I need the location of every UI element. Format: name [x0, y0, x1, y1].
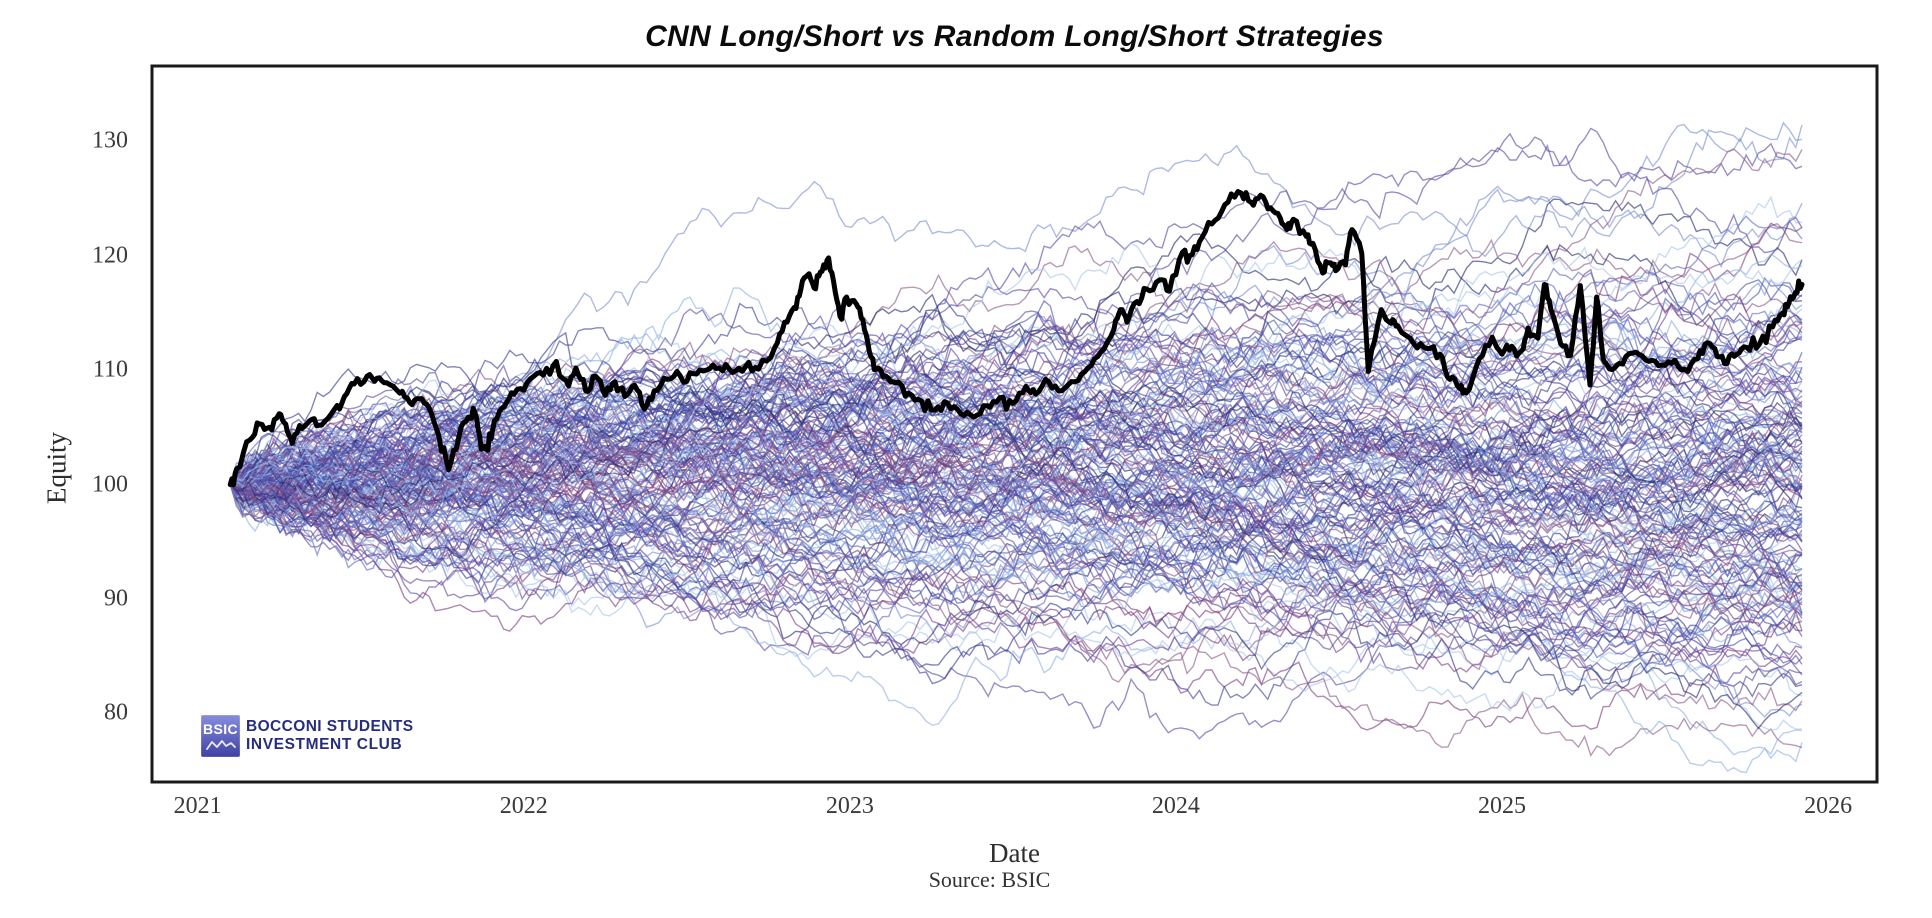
- random-strategy-line: [229, 132, 1803, 501]
- random-strategy-line: [229, 308, 1803, 487]
- random-strategy-line: [229, 479, 1803, 701]
- random-strategy-line: [230, 326, 1803, 553]
- x-tick-label: 2021: [173, 793, 222, 819]
- random-strategy-line: [229, 431, 1803, 628]
- random-strategy-line: [229, 405, 1803, 524]
- random-strategy-line: [229, 484, 1803, 671]
- random-strategy-line: [229, 433, 1803, 643]
- random-strategy-line: [229, 484, 1803, 731]
- random-strategy-line: [230, 432, 1803, 548]
- chart-title: CNN Long/Short vs Random Long/Short Stra…: [645, 20, 1384, 53]
- random-strategy-line: [229, 405, 1803, 545]
- random-strategy-line: [229, 407, 1803, 539]
- bsic-logo-line2: INVESTMENT CLUB: [246, 736, 403, 753]
- random-strategy-line: [229, 477, 1803, 718]
- bsic-logo-badge-text: BSIC: [202, 720, 239, 737]
- random-strategy-line: [229, 426, 1803, 533]
- y-tick-label: 110: [92, 356, 128, 383]
- bsic-logo-badge: BSIC: [201, 715, 240, 757]
- y-tick-label: 120: [92, 242, 128, 269]
- random-strategy-line: [229, 439, 1803, 587]
- random-strategy-line: [229, 377, 1803, 622]
- random-strategy-line: [229, 372, 1803, 503]
- random-strategy-line: [229, 315, 1803, 485]
- random-strategy-line: [229, 417, 1803, 546]
- y-tick-label: 130: [92, 127, 128, 154]
- random-strategy-line: [229, 376, 1803, 514]
- random-strategy-line: [229, 469, 1803, 712]
- y-axis-title: Equity: [41, 432, 72, 504]
- x-tick-label: 2025: [1478, 793, 1526, 819]
- y-tick-label: 100: [92, 471, 128, 498]
- bsic-logo: BSIC BOCCONI STUDENTS INVESTMENT CLUB: [201, 715, 413, 757]
- random-strategy-line: [229, 198, 1803, 502]
- x-tick-label: 2026: [1804, 793, 1853, 819]
- random-strategy-line: [229, 293, 1803, 509]
- bsic-logo-zigzag-icon: [205, 739, 236, 750]
- random-strategy-line: [229, 372, 1803, 730]
- source-note: Source: BSIC: [928, 867, 1051, 892]
- x-axis-title: Date: [989, 838, 1040, 868]
- random-strategy-lines: [229, 121, 1803, 774]
- bsic-logo-text: BOCCONI STUDENTS INVESTMENT CLUB: [246, 718, 413, 754]
- random-strategy-line: [229, 309, 1803, 533]
- y-tick-label: 90: [104, 585, 128, 612]
- x-tick-label: 2024: [1151, 793, 1200, 819]
- x-tick-label: 2023: [825, 793, 874, 819]
- random-strategy-line: [230, 479, 1803, 682]
- random-strategy-line: [229, 289, 1803, 498]
- cnn-strategy-line: [227, 189, 1805, 488]
- random-strategy-line: [229, 472, 1803, 639]
- plot-border: [150, 64, 1879, 784]
- x-tick-label: 2022: [499, 793, 548, 819]
- random-strategy-line: [229, 354, 1803, 497]
- random-strategy-line: [229, 464, 1803, 774]
- random-strategy-line: [229, 195, 1803, 495]
- random-strategy-line: [230, 258, 1803, 487]
- y-tick-label: 80: [104, 699, 128, 726]
- random-strategy-line: [229, 484, 1803, 619]
- random-strategy-line: [229, 468, 1803, 664]
- random-strategy-line: [229, 483, 1803, 664]
- random-strategy-line: [229, 385, 1803, 556]
- bsic-logo-line1: BOCCONI STUDENTS: [246, 718, 414, 735]
